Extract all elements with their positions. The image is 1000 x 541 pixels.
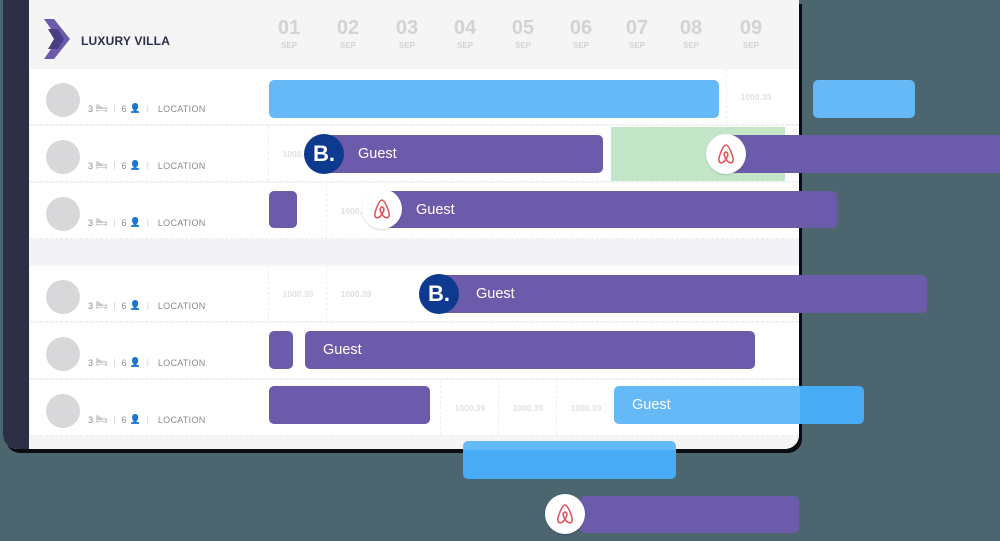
day-header: 06 SEP xyxy=(569,17,593,50)
brand-logo-icon xyxy=(44,19,70,59)
day-header: 08 SEP xyxy=(679,17,703,50)
booking-bar[interactable] xyxy=(463,441,676,479)
avatar xyxy=(46,337,80,371)
booking-bar[interactable] xyxy=(580,496,799,533)
person-icon: 👤 xyxy=(129,160,141,170)
price-cell[interactable]: 1000.39 xyxy=(326,183,385,238)
person-icon: 👤 xyxy=(129,414,141,424)
price-cell[interactable]: 1000.39 xyxy=(498,380,557,435)
price-cell[interactable]: 1000.39 xyxy=(556,380,615,435)
booking-bar[interactable] xyxy=(269,80,719,118)
group-divider xyxy=(30,240,799,264)
airbnb-icon xyxy=(545,494,585,534)
day-header: 05 SEP xyxy=(511,17,535,50)
price-cell[interactable]: 1000.39 xyxy=(440,380,499,435)
airbnb-icon xyxy=(706,134,746,174)
person-icon: 👤 xyxy=(129,103,141,113)
booking-bar[interactable]: Guest xyxy=(305,331,755,369)
day-header: 02 SEP xyxy=(336,17,360,50)
person-icon: 👤 xyxy=(129,357,141,367)
booking-bar[interactable] xyxy=(725,135,1000,173)
avatar xyxy=(46,140,80,174)
booking-bar[interactable] xyxy=(269,386,430,424)
bed-icon: 🛏 xyxy=(96,300,108,310)
bed-icon: 🛏 xyxy=(96,357,108,367)
day-header: 03 SEP xyxy=(395,17,419,50)
bed-icon: 🛏 xyxy=(96,160,108,170)
booking-com-icon: B. xyxy=(304,134,344,174)
property-name: LUXURY VILLA xyxy=(81,34,171,48)
bed-icon: 🛏 xyxy=(96,217,108,227)
day-header: 01 SEP xyxy=(277,17,301,50)
booking-bar[interactable] xyxy=(269,191,297,228)
booking-bar[interactable] xyxy=(813,80,915,118)
sidebar-strip xyxy=(3,0,29,449)
day-header: 07 SEP xyxy=(625,17,649,50)
booking-bar[interactable]: Guest xyxy=(614,386,864,424)
price-cell[interactable]: 1000.39 xyxy=(268,126,327,181)
bed-icon: 🛏 xyxy=(96,414,108,424)
day-header: 04 SEP xyxy=(453,17,477,50)
booking-com-icon: B. xyxy=(419,274,459,314)
calendar-header: LUXURY VILLA 01 SEP 02 SEP 03 SEP 04 SEP 05 S… xyxy=(30,0,799,68)
day-header: 09 SEP xyxy=(739,17,763,50)
booking-bar[interactable]: Guest xyxy=(320,135,603,173)
person-icon: 👤 xyxy=(129,217,141,227)
price-cell[interactable]: 1000.39 xyxy=(268,266,327,321)
avatar xyxy=(46,394,80,428)
avatar xyxy=(46,197,80,231)
booking-bar[interactable]: Guest xyxy=(382,191,837,228)
avatar xyxy=(46,280,80,314)
booking-bar[interactable]: Guest xyxy=(436,275,927,313)
bed-icon: 🛏 xyxy=(96,103,108,113)
airbnb-icon xyxy=(362,189,402,229)
booking-bar[interactable] xyxy=(269,331,293,369)
person-icon: 👤 xyxy=(129,300,141,310)
price-cell[interactable]: 1000.39 xyxy=(326,266,385,321)
avatar xyxy=(46,83,80,117)
price-cell[interactable]: 1000.39 xyxy=(726,69,785,124)
